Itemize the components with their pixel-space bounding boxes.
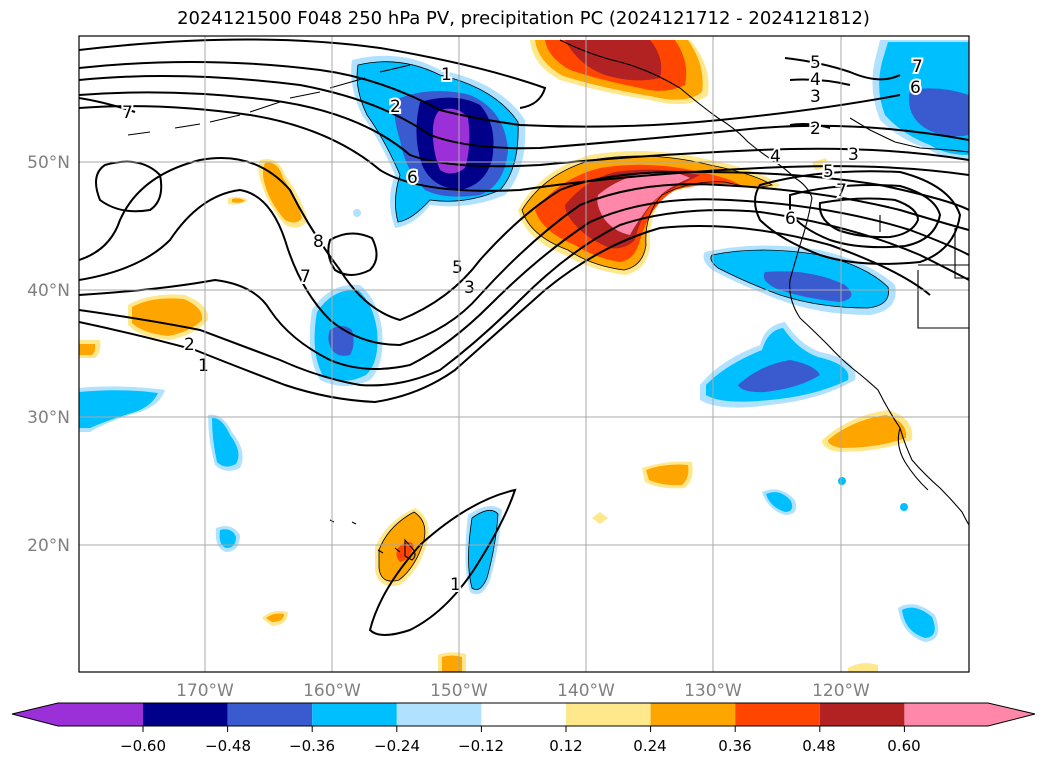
colorbar-segment bbox=[227, 703, 313, 726]
contour-label: 8 bbox=[313, 232, 324, 252]
colorbar-segment bbox=[819, 703, 905, 726]
lon-label: 150°W bbox=[430, 681, 488, 701]
lon-label: 160°W bbox=[303, 681, 361, 701]
colorbar-tick-label: 0.48 bbox=[802, 737, 835, 755]
contour-label: 6 bbox=[910, 78, 921, 98]
contour-labels: 1 2 6 7 8 7 5 3 2 1 1 7 6 5 4 3 2 4 3 5 … bbox=[120, 51, 925, 597]
lat-label: 20°N bbox=[27, 536, 70, 556]
lat-label: 50°N bbox=[27, 153, 70, 173]
colorbar-segment bbox=[650, 703, 736, 726]
contour-label: 3 bbox=[464, 278, 475, 298]
contour-label: 2 bbox=[810, 119, 821, 139]
contour-label: 5 bbox=[452, 258, 463, 278]
colorbar-tick-label: −0.24 bbox=[374, 737, 420, 755]
contour-label: 4 bbox=[810, 70, 821, 90]
colorbar-segment bbox=[396, 703, 482, 726]
colorbar-extend-right bbox=[988, 703, 1035, 726]
contour-label: 4 bbox=[770, 147, 781, 167]
latitude-labels: 50°N 40°N 30°N 20°N bbox=[27, 153, 70, 556]
contour-label: 5 bbox=[823, 162, 834, 182]
colorbar-tick-label: 0.24 bbox=[633, 737, 666, 755]
colorbar-tick-label: 0.36 bbox=[718, 737, 751, 755]
colorbar-segment bbox=[481, 703, 566, 726]
shading-outlines bbox=[356, 61, 889, 591]
lon-label: 120°W bbox=[812, 681, 870, 701]
contour-label: 7 bbox=[912, 57, 923, 77]
colorbar-tick-labels: −0.60 −0.48 −0.36 −0.24 −0.12 0.12 0.24 … bbox=[120, 737, 921, 755]
colorbar-tick-label: −0.12 bbox=[458, 737, 504, 755]
contour-label: 2 bbox=[184, 335, 195, 355]
colorbar: −0.60 −0.48 −0.36 −0.24 −0.12 0.12 0.24 … bbox=[11, 702, 1036, 755]
contour-label: 1 bbox=[441, 65, 452, 85]
contour-label: 5 bbox=[810, 53, 821, 73]
lat-label: 30°N bbox=[27, 408, 70, 428]
colorbar-segment bbox=[312, 703, 397, 726]
map-title: 2024121500 F048 250 hPa PV, precipitatio… bbox=[177, 8, 870, 29]
contour-label: 2 bbox=[390, 97, 401, 117]
lon-label: 170°W bbox=[176, 681, 234, 701]
contour-label: 6 bbox=[785, 209, 796, 229]
gridlines bbox=[79, 36, 969, 672]
colorbar-segment bbox=[143, 703, 228, 726]
contour-label: 1 bbox=[198, 356, 209, 376]
contour-label: 3 bbox=[810, 87, 821, 107]
contour-label: 7 bbox=[122, 103, 133, 123]
colorbar-tick-label: 0.60 bbox=[887, 737, 920, 755]
colorbar-segment bbox=[566, 703, 651, 726]
map-frame bbox=[78, 35, 970, 673]
map-content: 1 2 6 7 8 7 5 3 2 1 1 7 6 5 4 3 2 4 3 5 … bbox=[79, 36, 969, 672]
colorbar-tick-label: 0.12 bbox=[549, 737, 582, 755]
colorbar-tick-label: −0.48 bbox=[205, 737, 251, 755]
longitude-labels: 170°W 160°W 150°W 140°W 130°W 120°W bbox=[176, 681, 870, 701]
contour-label: 6 bbox=[407, 168, 418, 188]
colorbar-outline bbox=[11, 702, 1036, 727]
lat-label: 40°N bbox=[27, 281, 70, 301]
colorbar-extend-left bbox=[12, 703, 143, 726]
colorbar-tick-label: −0.60 bbox=[120, 737, 166, 755]
colorbar-tick-label: −0.36 bbox=[289, 737, 335, 755]
contour-label: 3 bbox=[848, 145, 859, 165]
lon-label: 130°W bbox=[684, 681, 742, 701]
colorbar-segment bbox=[904, 703, 988, 726]
pv-contours bbox=[79, 38, 969, 636]
contour-label: 7 bbox=[300, 267, 311, 287]
coastlines bbox=[127, 39, 969, 561]
lon-label: 140°W bbox=[557, 681, 615, 701]
colorbar-segment bbox=[735, 703, 820, 726]
